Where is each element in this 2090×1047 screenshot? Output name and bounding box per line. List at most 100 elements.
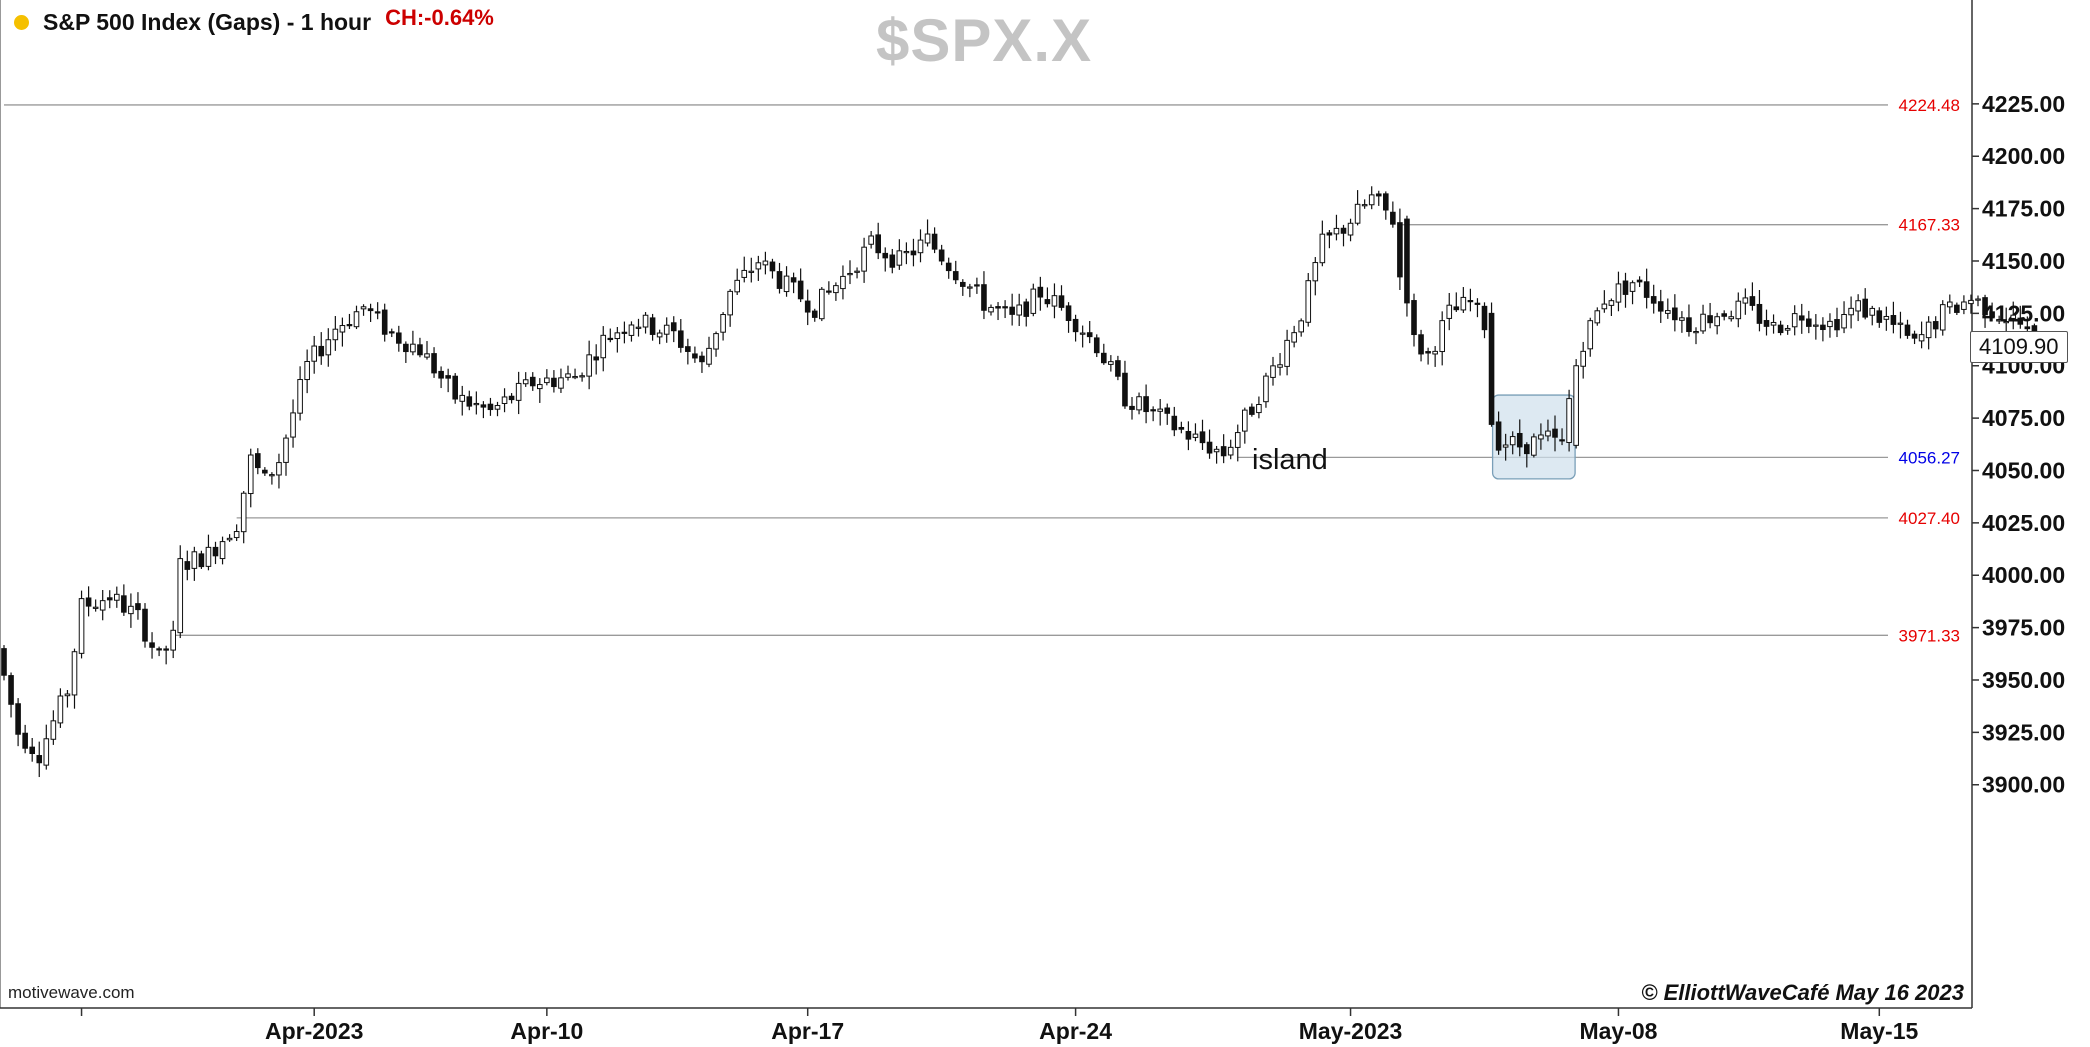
- candle-body: [1298, 320, 1305, 333]
- candle-body: [1249, 406, 1255, 415]
- candle-body: [1968, 299, 1974, 305]
- candle-body: [1453, 306, 1460, 311]
- candle-body: [1820, 324, 1826, 331]
- candle-body: [85, 597, 92, 607]
- candle-body: [367, 308, 374, 312]
- candle-body: [1932, 321, 1939, 330]
- candle-body: [1072, 318, 1079, 333]
- candle-body: [1770, 321, 1777, 326]
- change-percent: CH:-0.64%: [385, 5, 494, 30]
- candle-body: [1220, 446, 1227, 457]
- candle-body: [360, 306, 367, 310]
- candle-body: [755, 262, 762, 270]
- candle-body: [480, 404, 487, 408]
- y-tick-label: 4075.00: [1982, 405, 2065, 431]
- level-label: 4224.48: [1899, 96, 1960, 115]
- chart-title-row: S&P 500 Index (Gaps) - 1 hour CH:-0.64%: [14, 5, 494, 38]
- candle-body: [1735, 300, 1742, 320]
- candle-body: [635, 326, 642, 329]
- source-label: motivewave.com: [8, 983, 135, 1002]
- candle-body: [734, 279, 741, 293]
- candle-body: [910, 250, 917, 256]
- candle-body: [438, 370, 444, 379]
- candle-body: [593, 356, 600, 361]
- candle-body: [790, 277, 797, 283]
- candle-body: [572, 375, 578, 379]
- candle-body: [551, 377, 557, 388]
- candle-body: [1044, 299, 1051, 305]
- island-annotation: island: [1252, 444, 1328, 476]
- candle-body: [819, 288, 825, 320]
- candle-body: [191, 551, 198, 569]
- y-tick-label: 4225.00: [1982, 91, 2065, 117]
- candle-body: [1622, 280, 1629, 295]
- y-tick-label: 4125.00: [1982, 300, 2065, 326]
- candle-body: [431, 353, 437, 374]
- candle-body: [1164, 407, 1171, 414]
- candle-body: [1841, 314, 1847, 329]
- candle-body: [1791, 313, 1798, 328]
- candle-body: [29, 746, 35, 754]
- candle-body: [205, 546, 212, 567]
- candle-body: [720, 314, 726, 333]
- last-price-marker: 4109.90: [1970, 331, 2068, 363]
- candle-body: [311, 345, 317, 362]
- candle-body: [522, 379, 529, 385]
- candle-body: [614, 332, 621, 340]
- candle-body: [748, 270, 755, 273]
- level-label: 4167.33: [1899, 216, 1960, 235]
- candle-body: [1037, 286, 1044, 298]
- symbol-watermark: $SPX.X: [876, 7, 1093, 74]
- candle-body: [43, 738, 50, 766]
- candle-body: [1784, 327, 1791, 331]
- candle-body: [1439, 320, 1446, 353]
- candle-body: [396, 332, 402, 344]
- candle-body: [247, 454, 254, 495]
- level-label: 3971.33: [1899, 626, 1960, 645]
- candle-body: [678, 330, 684, 348]
- candle-body: [304, 360, 310, 381]
- candle-body: [1481, 305, 1488, 331]
- candle-body: [1312, 262, 1319, 282]
- candle-body: [325, 339, 332, 356]
- candle-body: [1383, 193, 1389, 211]
- candle-body: [1009, 306, 1015, 315]
- candle-body: [1115, 360, 1121, 377]
- candle-body: [1157, 408, 1164, 412]
- candle-body: [121, 595, 127, 613]
- candle-body: [290, 412, 296, 438]
- candle-body: [106, 597, 113, 601]
- candle-body: [2024, 326, 2031, 330]
- candle-body: [938, 249, 945, 262]
- candle-body: [346, 324, 353, 327]
- candle-body: [1425, 351, 1431, 354]
- candle-body: [804, 300, 811, 313]
- candle-body: [670, 322, 677, 332]
- candle-body: [974, 284, 980, 287]
- candle-body: [1686, 317, 1692, 333]
- y-tick-label: 3950.00: [1982, 667, 2065, 693]
- candle-body: [1263, 375, 1269, 403]
- candle-body: [558, 377, 564, 389]
- candle-body: [1707, 315, 1713, 324]
- candle-body: [1911, 333, 1918, 339]
- candle-body: [1714, 316, 1720, 327]
- candle-body: [1185, 430, 1192, 440]
- candle-body: [544, 377, 550, 384]
- y-tick-label: 4050.00: [1982, 457, 2065, 483]
- candle-body: [1615, 283, 1622, 303]
- y-tick-label: 4175.00: [1982, 196, 2065, 222]
- candle-body: [981, 284, 987, 311]
- candle-body: [868, 235, 874, 245]
- candle-body: [374, 311, 381, 314]
- candle-body: [1213, 448, 1220, 453]
- candle-body: [621, 331, 628, 334]
- candle-body: [1693, 331, 1699, 334]
- candle-body: [473, 402, 480, 406]
- candle-body: [1601, 303, 1608, 310]
- candle-body: [1467, 300, 1474, 303]
- candle-body: [381, 309, 388, 335]
- candle-body: [1806, 318, 1812, 327]
- candle-body: [1643, 281, 1650, 298]
